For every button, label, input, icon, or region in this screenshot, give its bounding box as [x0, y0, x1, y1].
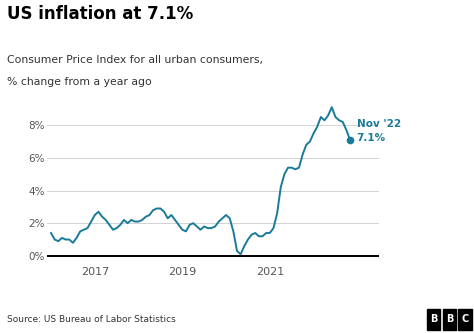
Bar [427, 309, 440, 330]
Text: US inflation at 7.1%: US inflation at 7.1% [7, 5, 193, 23]
Text: C: C [461, 314, 469, 324]
Text: Source: US Bureau of Labor Statistics: Source: US Bureau of Labor Statistics [7, 315, 176, 324]
Text: % change from a year ago: % change from a year ago [7, 77, 152, 87]
Text: Nov '22
7.1%: Nov '22 7.1% [356, 119, 401, 143]
Text: Consumer Price Index for all urban consumers,: Consumer Price Index for all urban consu… [7, 55, 263, 65]
Text: B: B [430, 314, 438, 324]
Bar [443, 309, 456, 330]
Bar [458, 309, 472, 330]
Text: B: B [446, 314, 453, 324]
